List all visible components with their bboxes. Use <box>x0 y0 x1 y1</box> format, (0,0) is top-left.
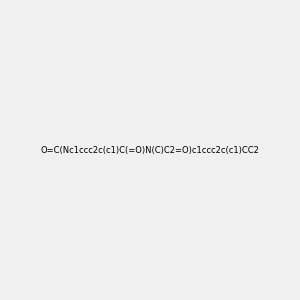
Text: O=C(Nc1ccc2c(c1)C(=O)N(C)C2=O)c1ccc2c(c1)CC2: O=C(Nc1ccc2c(c1)C(=O)N(C)C2=O)c1ccc2c(c1… <box>40 146 260 154</box>
